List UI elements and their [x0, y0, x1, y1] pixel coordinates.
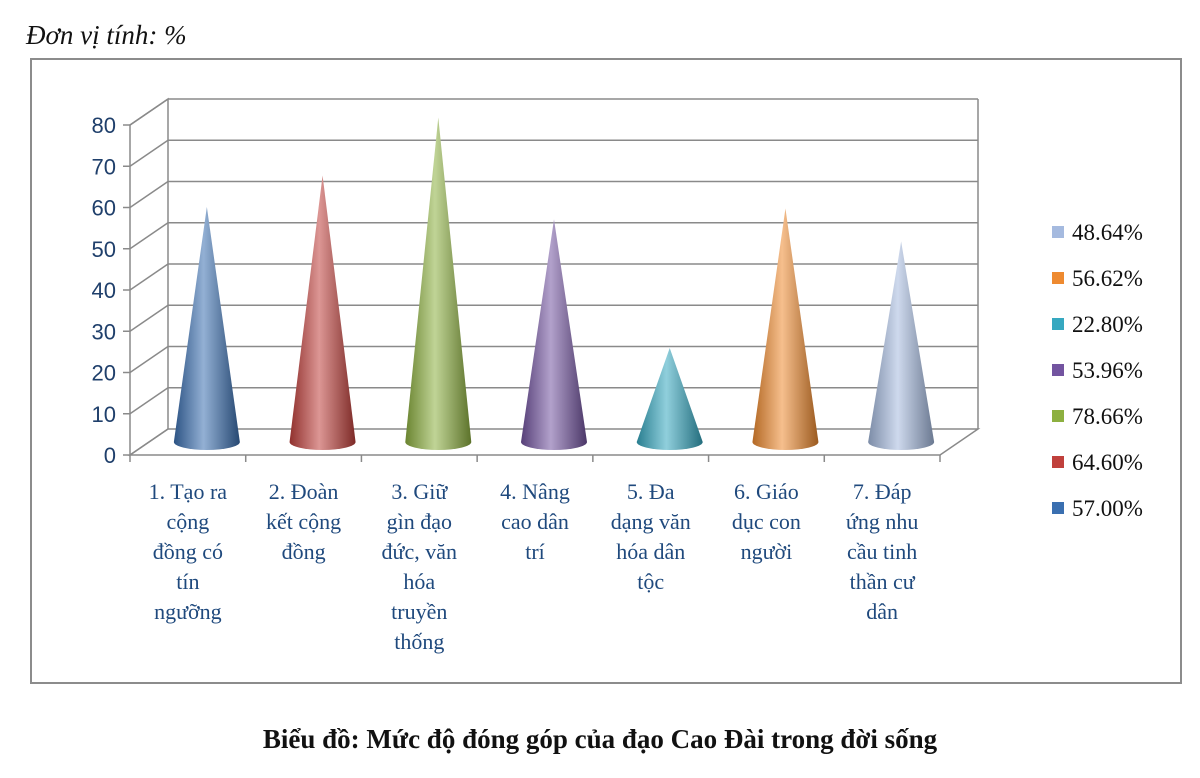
- legend: 48.64% 56.62% 22.80% 53.96% 78.66% 64.60% 57.0…: [1052, 220, 1143, 521]
- gridline-diagonal: [129, 98, 169, 126]
- category-label: 4. Nâng: [500, 479, 570, 504]
- legend-swatch: [1052, 502, 1064, 514]
- category-label: hóa dân: [616, 539, 685, 564]
- y-tick-label: 80: [92, 113, 116, 138]
- category-label: truyền: [391, 599, 447, 624]
- category-label: thống: [394, 629, 444, 654]
- category-label: cao dân: [501, 509, 569, 534]
- y-tick-label: 40: [92, 278, 116, 303]
- category-labels: 1. Tạo ra cộng đồng có tín ngưỡng 2. Đoàn kết …: [149, 479, 919, 654]
- legend-label: 56.62%: [1072, 266, 1143, 291]
- category-label: tín: [176, 569, 199, 594]
- legend-label: 78.66%: [1072, 404, 1143, 429]
- legend-swatch: [1052, 364, 1064, 376]
- category-label: 3. Giữ: [391, 479, 448, 504]
- legend-swatch: [1052, 456, 1064, 468]
- legend-swatch: [1052, 226, 1064, 238]
- gridline-diagonal: [129, 387, 169, 415]
- y-tick-label: 20: [92, 361, 116, 386]
- y-tick-label: 70: [92, 154, 116, 179]
- category-label: 2. Đoàn: [269, 479, 339, 504]
- cone: [173, 206, 240, 450]
- category-label: kết cộng: [266, 509, 341, 534]
- category-label: dạng văn: [611, 509, 691, 534]
- legend-label: 57.00%: [1072, 496, 1143, 521]
- y-axis-ticks: 0 10 20 30 40 50 60 70 80: [92, 113, 941, 468]
- gridline-diagonal: [129, 222, 169, 250]
- unit-label: Đơn vị tính: %: [26, 20, 187, 50]
- category-label: thần cư: [850, 569, 916, 594]
- category-label: dục con: [732, 509, 801, 534]
- legend-swatch: [1052, 410, 1064, 422]
- legend-label: 22.80%: [1072, 312, 1143, 337]
- category-label: ngưỡng: [154, 599, 222, 624]
- legend-swatch: [1052, 318, 1064, 330]
- category-label: đồng: [282, 539, 326, 564]
- gridline-diagonal: [129, 263, 169, 291]
- category-label: cầu tinh: [847, 539, 917, 564]
- cone: [868, 241, 935, 450]
- category-label: 7. Đáp: [853, 479, 912, 504]
- cone: [636, 347, 703, 450]
- category-label: dân: [866, 599, 898, 624]
- category-label: trí: [525, 539, 545, 564]
- cone: [405, 117, 472, 450]
- y-tick-label: 0: [104, 443, 116, 468]
- category-label: 6. Giáo: [734, 479, 799, 504]
- category-label: 1. Tạo ra: [149, 479, 228, 504]
- cones: [173, 117, 935, 450]
- category-label: gìn đạo: [387, 509, 452, 534]
- gridline-diagonal: [129, 139, 169, 167]
- cone: [289, 175, 356, 450]
- chart-caption: Biểu đồ: Mức độ đóng góp của đạo Cao Đài…: [262, 724, 938, 754]
- category-label: người: [741, 539, 793, 564]
- cone: [521, 219, 587, 450]
- legend-swatch: [1052, 272, 1064, 284]
- gridline-diagonal: [129, 304, 169, 332]
- y-tick-label: 10: [92, 402, 116, 427]
- y-tick-label: 50: [92, 237, 116, 262]
- gridline-diagonal: [129, 345, 169, 374]
- category-label: đức, văn: [382, 539, 457, 564]
- gridline-diagonal: [129, 180, 169, 209]
- category-label: ứng nhu: [846, 509, 918, 534]
- y-tick-label: 30: [92, 319, 116, 344]
- legend-label: 64.60%: [1072, 450, 1143, 475]
- category-label: cộng: [166, 509, 209, 534]
- y-tick-label: 60: [92, 196, 116, 221]
- legend-label: 48.64%: [1072, 220, 1143, 245]
- category-label: hóa: [403, 569, 435, 594]
- legend-label: 53.96%: [1072, 358, 1143, 383]
- chart-frame: [30, 58, 1182, 684]
- category-label: tộc: [637, 569, 664, 594]
- category-label: 5. Đa: [627, 479, 675, 504]
- category-label: đồng có: [153, 539, 223, 564]
- cone: [752, 208, 819, 450]
